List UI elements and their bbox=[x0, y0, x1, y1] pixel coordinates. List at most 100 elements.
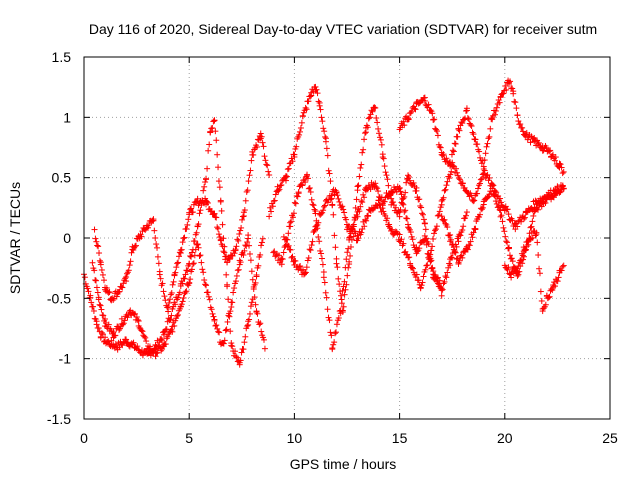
data-point bbox=[540, 305, 547, 312]
data-point bbox=[296, 131, 303, 138]
data-point bbox=[151, 227, 158, 234]
data-point bbox=[258, 239, 265, 246]
data-point bbox=[486, 133, 493, 140]
data-point bbox=[258, 242, 265, 249]
data-point bbox=[515, 271, 522, 278]
data-point bbox=[365, 213, 372, 220]
data-point bbox=[492, 198, 499, 205]
data-point bbox=[451, 140, 458, 147]
data-point bbox=[176, 289, 183, 296]
data-point bbox=[497, 195, 504, 202]
data-point bbox=[98, 329, 105, 336]
data-point bbox=[93, 284, 100, 291]
data-point bbox=[96, 301, 103, 308]
data-point bbox=[246, 316, 253, 323]
data-point bbox=[275, 187, 282, 194]
data-point bbox=[402, 189, 409, 196]
data-point bbox=[171, 272, 178, 279]
data-point bbox=[471, 197, 478, 204]
data-point bbox=[315, 98, 322, 105]
data-point bbox=[474, 141, 481, 148]
data-point bbox=[120, 320, 127, 327]
data-point bbox=[335, 315, 342, 322]
data-point bbox=[112, 340, 119, 347]
data-point bbox=[304, 175, 311, 182]
data-point bbox=[538, 297, 545, 304]
data-point bbox=[555, 274, 562, 281]
y-tick-label: 1.5 bbox=[52, 49, 72, 65]
data-point bbox=[453, 169, 460, 176]
data-point bbox=[401, 122, 408, 129]
data-point bbox=[438, 287, 445, 294]
data-point bbox=[254, 136, 261, 143]
data-point bbox=[504, 239, 511, 246]
data-point bbox=[329, 345, 336, 352]
data-point bbox=[552, 154, 559, 161]
data-point bbox=[497, 207, 504, 214]
data-point bbox=[372, 180, 379, 187]
data-point bbox=[116, 327, 123, 334]
data-point bbox=[509, 258, 516, 265]
data-point bbox=[402, 207, 409, 214]
data-point bbox=[370, 205, 377, 212]
data-point bbox=[373, 114, 380, 121]
y-tick-label: 1 bbox=[63, 109, 71, 125]
data-point bbox=[222, 327, 229, 334]
data-point bbox=[422, 266, 429, 273]
data-point bbox=[557, 161, 564, 168]
data-point bbox=[206, 141, 213, 148]
data-point bbox=[204, 165, 211, 172]
data-point bbox=[102, 334, 109, 341]
data-point bbox=[269, 203, 276, 210]
data-point bbox=[384, 215, 391, 222]
data-point bbox=[376, 134, 383, 141]
data-point bbox=[240, 252, 247, 259]
data-point bbox=[94, 289, 101, 296]
data-point bbox=[506, 80, 513, 87]
data-point bbox=[84, 285, 91, 292]
data-point bbox=[420, 216, 427, 223]
data-point bbox=[480, 201, 487, 208]
data-point bbox=[419, 211, 426, 218]
data-point bbox=[530, 212, 537, 219]
data-point bbox=[175, 259, 182, 266]
data-point bbox=[209, 310, 216, 317]
data-point bbox=[453, 165, 460, 172]
data-point bbox=[509, 217, 516, 224]
data-point bbox=[537, 288, 544, 295]
data-point bbox=[294, 193, 301, 200]
data-point bbox=[245, 232, 252, 239]
data-point bbox=[405, 173, 412, 180]
data-point bbox=[318, 255, 325, 262]
data-point bbox=[500, 224, 507, 231]
data-point bbox=[183, 288, 190, 295]
data-point bbox=[499, 218, 506, 225]
data-point bbox=[217, 198, 224, 205]
data-point bbox=[406, 177, 413, 184]
data-point bbox=[308, 92, 315, 99]
data-point bbox=[320, 207, 327, 214]
data-point bbox=[236, 231, 243, 238]
data-point bbox=[495, 203, 502, 210]
data-point bbox=[359, 199, 366, 206]
data-point bbox=[525, 241, 532, 248]
data-point bbox=[209, 124, 216, 131]
data-point bbox=[520, 215, 527, 222]
data-point bbox=[131, 310, 138, 317]
data-point bbox=[416, 196, 423, 203]
data-point bbox=[321, 279, 328, 286]
data-point bbox=[549, 287, 556, 294]
data-point bbox=[98, 266, 105, 273]
data-point bbox=[235, 266, 242, 273]
data-point bbox=[456, 176, 463, 183]
data-point bbox=[347, 252, 354, 259]
data-point bbox=[226, 313, 233, 320]
data-point bbox=[454, 133, 461, 140]
data-point bbox=[165, 303, 172, 310]
data-point bbox=[288, 218, 295, 225]
data-point bbox=[437, 144, 444, 151]
x-tick-label: 25 bbox=[602, 430, 618, 446]
data-point bbox=[313, 86, 320, 93]
data-point bbox=[159, 280, 166, 287]
data-point bbox=[250, 151, 257, 158]
